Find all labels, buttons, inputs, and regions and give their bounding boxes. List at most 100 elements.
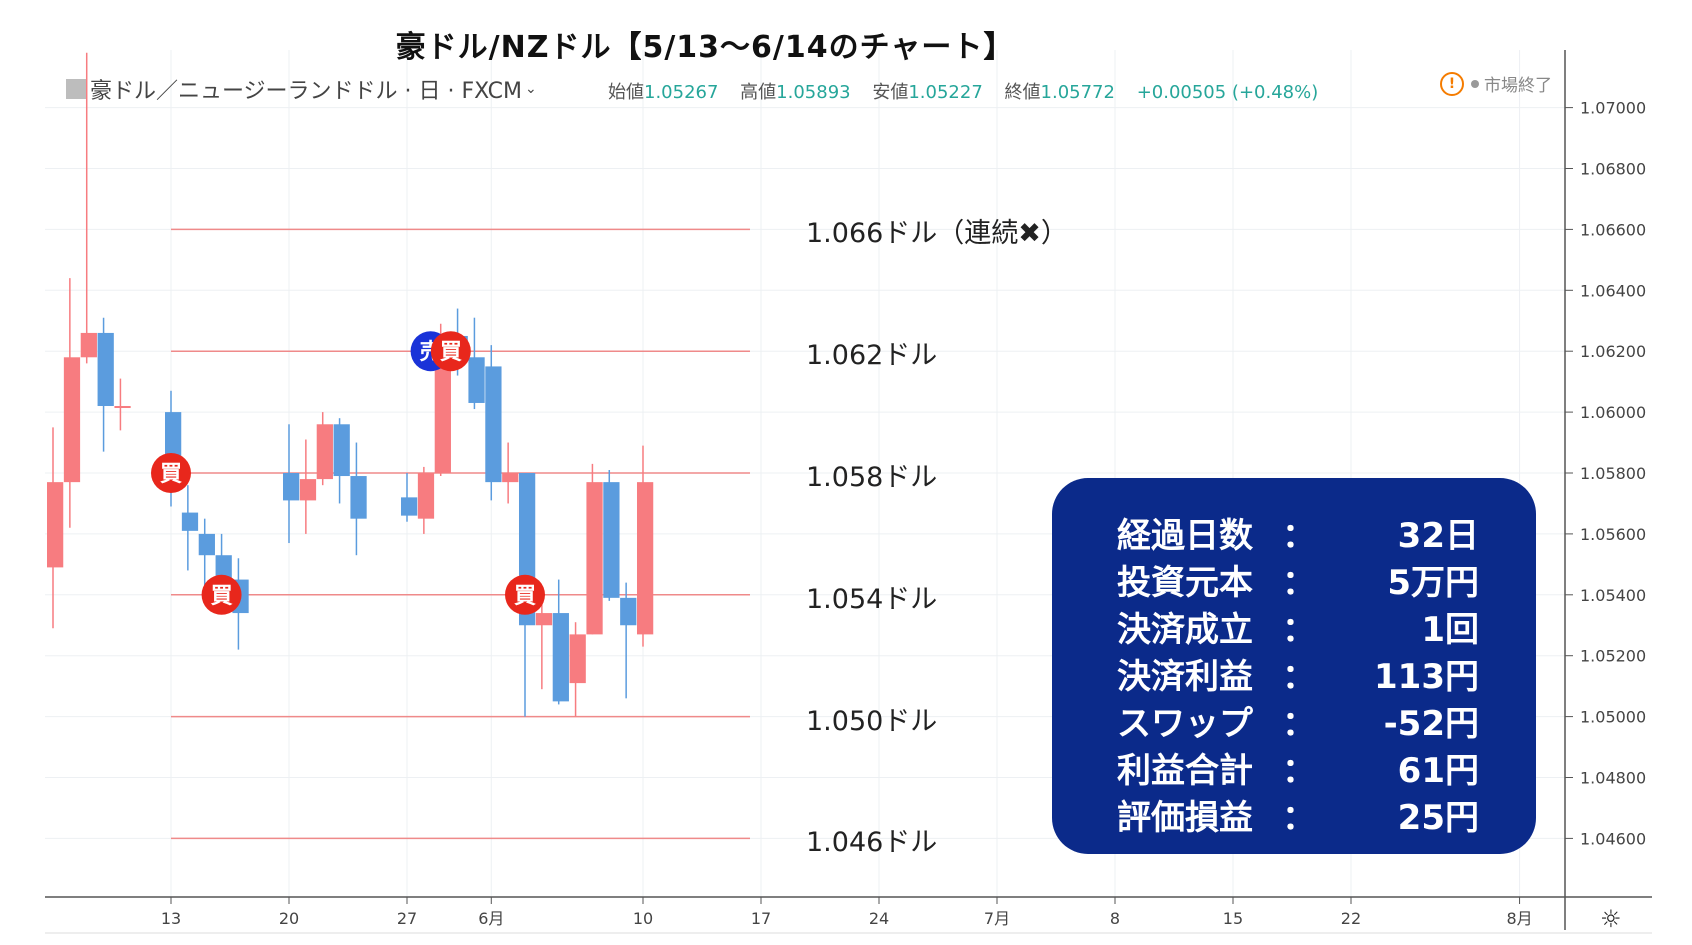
candle-body	[636, 482, 654, 635]
y-tick-label: 1.05400	[1580, 586, 1646, 605]
x-tick-label: 20	[279, 909, 299, 928]
status-label: 市場終了	[1484, 76, 1552, 96]
warning-icon[interactable]: !	[1440, 71, 1464, 96]
x-tick-label: 22	[1341, 909, 1361, 928]
stat-value: 113円	[1374, 657, 1479, 697]
candle-body	[485, 366, 502, 483]
candle-body	[417, 473, 435, 519]
candle-body	[47, 482, 64, 568]
buy-marker-label: 買	[440, 340, 462, 365]
stat-label: 決済成立	[1117, 610, 1253, 650]
stat-label: 経過日数	[1117, 516, 1253, 556]
stat-row: 利益合計 ： 61円	[1117, 743, 1517, 791]
stat-sep: ：	[1282, 798, 1316, 838]
open-value: 1.05267	[644, 82, 719, 103]
candle-body	[333, 424, 350, 477]
y-tick-label: 1.06800	[1580, 160, 1646, 179]
level-label: 1.058ドル	[806, 462, 938, 493]
stat-label: 決済利益	[1117, 657, 1253, 697]
stat-row: 決済成立 ： 1回	[1117, 602, 1517, 650]
level-label: 1.062ドル	[806, 340, 938, 372]
stat-value: 1回	[1421, 610, 1479, 650]
stat-value: 25円	[1397, 798, 1479, 838]
x-tick-label: 24	[869, 909, 889, 928]
stat-sep: ：	[1282, 704, 1316, 744]
stat-row: 経過日数 ： 32日	[1117, 508, 1517, 556]
candlesticks	[47, 52, 654, 717]
level-label: 1.046ドル	[806, 827, 938, 859]
y-tick-label: 1.06200	[1580, 342, 1646, 361]
ohlc-readout: 始値1.05267 高値1.05893 安値1.05227 終値1.05772 …	[608, 78, 1318, 104]
stats-panel: 経過日数 ： 32日 投資元本 ： 5万円 決済成立 ： 1回 決済利益 ： 113円 スワップ ： -52…	[1052, 478, 1536, 854]
stat-value: 5万円	[1387, 563, 1479, 603]
x-tick-label: 8	[1110, 909, 1120, 928]
level-label: 1.054ドル	[806, 583, 938, 615]
x-tick-label: 17	[751, 909, 771, 928]
y-tick-label: 1.04600	[1580, 829, 1646, 848]
candle-body	[181, 512, 199, 531]
chart-axes: 1.04600 1.04800 1.05000 1.05200 1.05400 1.056…	[45, 50, 1652, 934]
stat-row: スワップ ： -52円	[1117, 696, 1517, 744]
stat-label: 利益合計	[1117, 751, 1253, 791]
x-tick-label: 6月	[478, 909, 504, 928]
x-tick-label: 10	[633, 909, 653, 928]
chart-title: 豪ドル/NZドル【5/13〜6/14のチャート】	[395, 30, 1015, 65]
candle-body	[434, 360, 451, 473]
y-tick-label: 1.04800	[1580, 769, 1646, 788]
buy-marker-label: 買	[211, 584, 233, 609]
change-value: +0.00505 (+0.48%)	[1136, 82, 1319, 103]
candle-body	[316, 424, 333, 480]
buy-marker-label: 買	[160, 462, 182, 487]
candle-body	[603, 482, 620, 598]
level-label: 1.066ドル（連続✖）	[806, 218, 1068, 250]
close-value: 1.05772	[1040, 82, 1115, 103]
status-dot-icon	[1471, 79, 1479, 88]
stat-sep: ：	[1282, 516, 1316, 556]
candle-body	[198, 533, 215, 556]
y-tick-label: 1.06600	[1580, 220, 1646, 239]
level-label: 1.050ドル	[806, 705, 938, 737]
market-status[interactable]: ! 市場終了	[1440, 71, 1552, 96]
buy-marker	[201, 574, 242, 615]
y-tick-label: 1.05800	[1580, 464, 1646, 483]
candle-body	[586, 482, 603, 635]
stat-row: 投資元本 ： 5万円	[1117, 555, 1517, 603]
stat-row: 決済利益 ： 113円	[1117, 649, 1517, 697]
candle-body	[299, 479, 317, 501]
x-tick-label: 27	[397, 909, 417, 928]
candle-body	[535, 613, 553, 626]
candle-body	[552, 613, 569, 702]
buy-marker	[430, 331, 471, 372]
candle-body	[400, 497, 418, 516]
high-value: 1.05893	[776, 82, 851, 103]
y-tick-label: 1.07000	[1580, 99, 1646, 118]
stat-value: -52円	[1383, 704, 1479, 744]
stat-row: 評価損益 ： 25円	[1117, 790, 1517, 838]
x-tick-label: 7月	[984, 909, 1010, 928]
candle-body	[502, 473, 519, 483]
y-tick-label: 1.05600	[1580, 525, 1646, 544]
stat-sep: ：	[1282, 751, 1316, 791]
y-tick-label: 1.05000	[1580, 708, 1646, 727]
buy-marker	[151, 453, 191, 493]
stat-sep: ：	[1282, 657, 1316, 697]
x-tick-label: 8月	[1506, 909, 1532, 928]
gear-icon[interactable]: ☼	[1600, 905, 1622, 933]
candle-body	[80, 332, 97, 358]
candle-body	[63, 357, 81, 483]
low-label: 安値	[872, 82, 909, 103]
symbol-selector[interactable]: 豪ドル／ニュージーランドドル · 日 · FXCM ⌄	[66, 73, 537, 105]
buy-marker-label: 買	[514, 584, 536, 609]
candle-body	[468, 357, 485, 403]
x-tick-label: 15	[1223, 909, 1243, 928]
x-tick-label: 13	[161, 909, 181, 928]
chevron-down-icon[interactable]: ⌄	[525, 81, 537, 97]
y-tick-label: 1.06400	[1580, 281, 1646, 300]
candle-body	[97, 332, 114, 407]
y-tick-label: 1.06000	[1580, 403, 1646, 422]
buy-marker	[504, 574, 545, 615]
candle-body	[350, 476, 367, 519]
low-value: 1.05227	[908, 82, 983, 103]
stat-sep: ：	[1282, 563, 1316, 603]
